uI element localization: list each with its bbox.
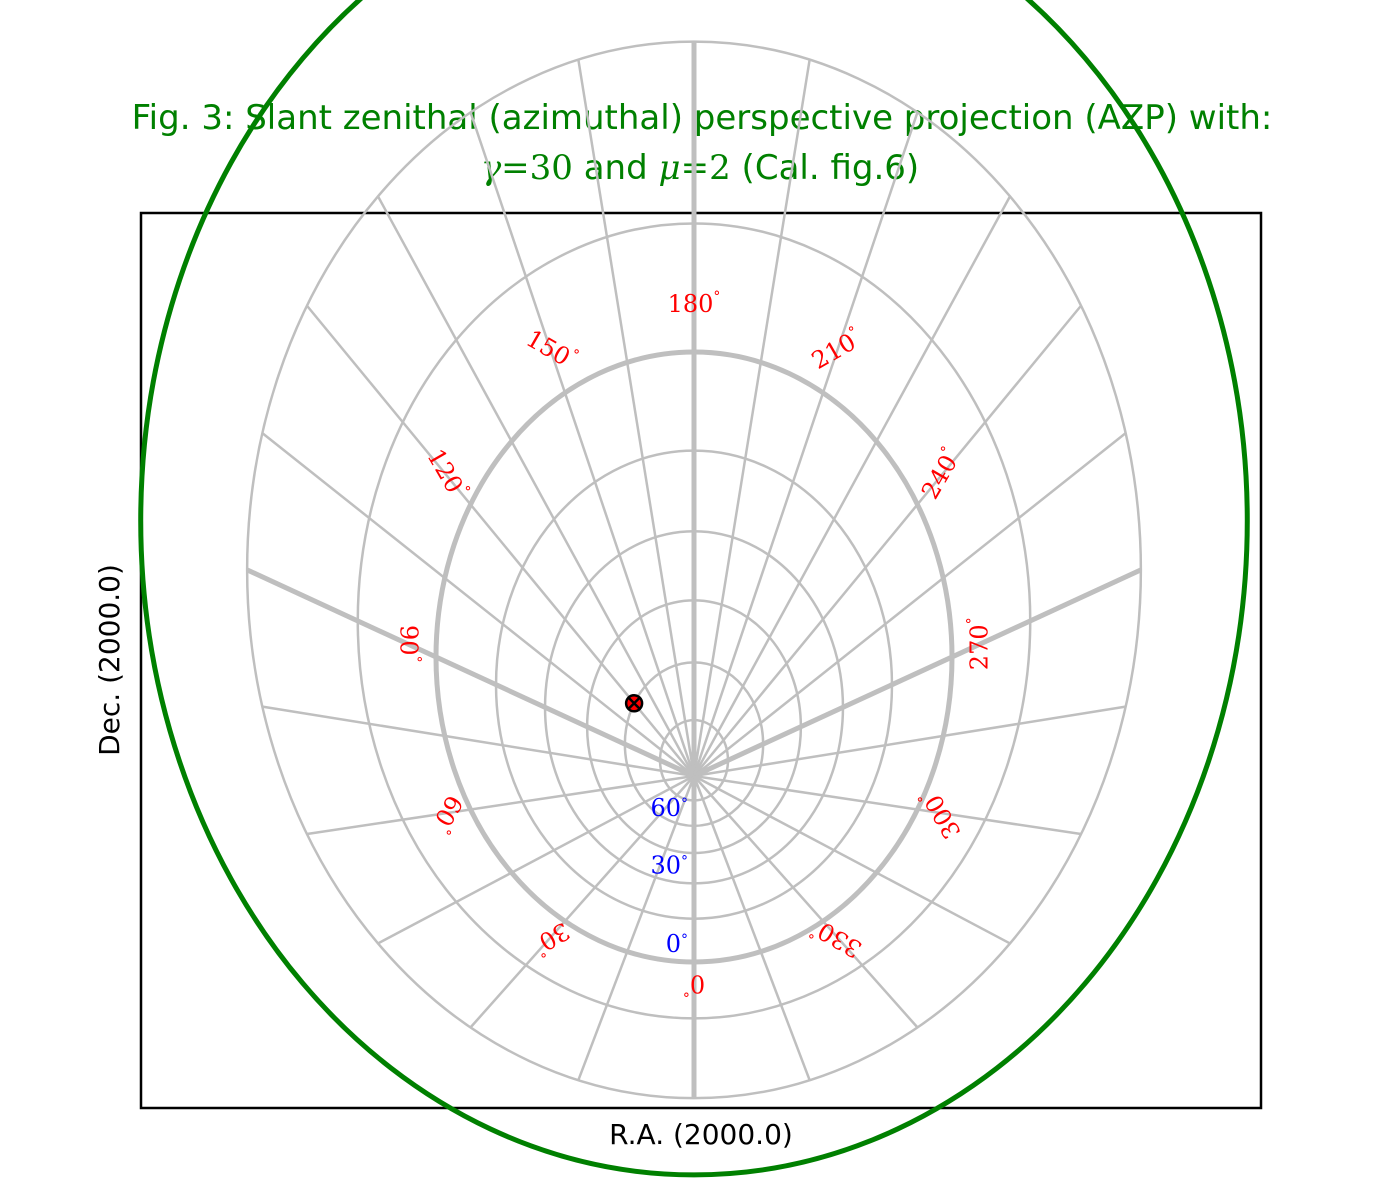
ra-tick-label: 0° — [683, 970, 705, 999]
ra-meridian — [262, 705, 695, 778]
ra-tick-label: 90° — [395, 625, 424, 663]
projection-border — [138, 0, 1250, 1178]
ra-meridian — [469, 111, 696, 777]
ra-meridian — [693, 775, 919, 1029]
ra-meridian — [692, 111, 919, 777]
ra-tick-label: 240° — [915, 444, 966, 504]
ra-meridian — [693, 432, 1127, 777]
ra-meridian — [693, 705, 1126, 778]
ra-meridian — [246, 567, 696, 779]
ra-tick-label: 150° — [522, 323, 582, 374]
ra-meridian — [377, 774, 695, 945]
ra-meridian — [306, 774, 695, 836]
title-and-word: and — [573, 148, 659, 188]
title-citation: (Cal. fig.6) — [731, 148, 919, 188]
ra-meridian — [692, 59, 811, 777]
dec-tick-label: 60° — [650, 794, 688, 822]
title-mu-symbol: μ — [659, 148, 681, 188]
ra-meridian — [693, 774, 1011, 945]
chart-title-line-2: γ=30 and μ=2 (Cal. fig.6) — [481, 148, 919, 188]
y-axis-label: Dec. (2000.0) — [93, 564, 126, 756]
ra-tick-label: 330° — [806, 913, 866, 964]
dec-tick-label: 0° — [666, 930, 688, 958]
ra-meridian — [693, 304, 1082, 777]
graticule — [245, 40, 1143, 1100]
ra-meridian — [692, 775, 811, 1081]
ra-tick-label: 120° — [422, 444, 473, 504]
ra-tick-label: 180° — [668, 289, 721, 318]
ra-meridian — [376, 195, 696, 777]
ra-meridian — [577, 59, 696, 777]
chart-title-line-1: Fig. 3: Slant zenithal (azimuthal) persp… — [132, 98, 1273, 138]
dec-tick-label: 30° — [650, 851, 688, 879]
x-axis-label: R.A. (2000.0) — [609, 1118, 793, 1151]
ra-meridian — [261, 432, 695, 777]
ra-meridian — [693, 774, 1082, 836]
data-points — [624, 694, 644, 713]
ra-tick-label: 210° — [806, 323, 866, 374]
data-point-marker — [624, 694, 644, 713]
ra-meridian — [469, 775, 695, 1029]
ra-meridian — [692, 567, 1142, 779]
title-mu-value: 2 — [709, 148, 731, 188]
title-gamma-equals: = — [501, 148, 530, 188]
plot-frame — [139, 211, 1263, 1110]
ra-meridian — [577, 775, 696, 1081]
ra-meridian — [692, 195, 1012, 777]
ra-tick-label: 270° — [965, 617, 994, 670]
title-gamma-value: 30 — [530, 148, 573, 188]
